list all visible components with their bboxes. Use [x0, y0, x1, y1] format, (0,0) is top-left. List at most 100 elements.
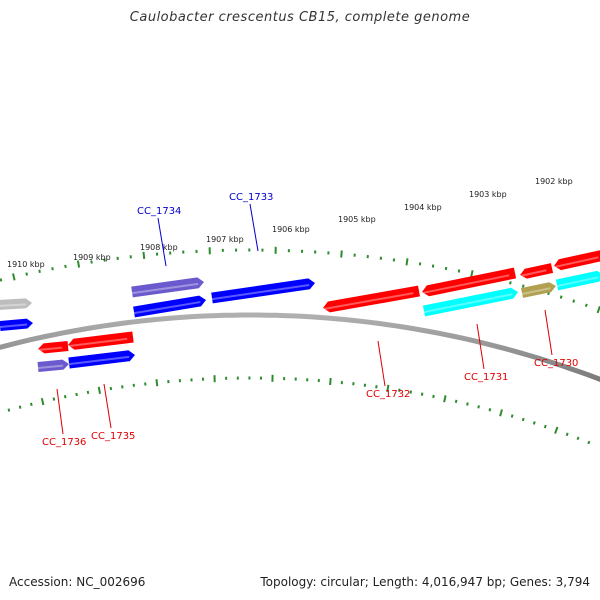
- inner-scale-tick: [532, 421, 536, 425]
- gene-highlight: [323, 292, 414, 311]
- outer-scale-tick: [444, 266, 448, 271]
- inner-scale-tick: [565, 432, 569, 437]
- outer-scale-tick: [142, 251, 146, 259]
- gene-red: [520, 263, 554, 279]
- inner-scale-tick: [30, 402, 33, 407]
- outer-scale-tick: [470, 270, 474, 278]
- gene-highlight: [68, 337, 128, 348]
- gene-label: CC_1731: [464, 372, 508, 383]
- gene-cc-1734: [131, 277, 204, 298]
- outer-scale-tick: [38, 269, 41, 273]
- backbone-line: [0, 312, 600, 382]
- gene-label: CC_1736: [42, 437, 86, 448]
- gene-highlight: [37, 346, 63, 351]
- gene-highlight: [0, 303, 27, 307]
- inner-scale-tick: [454, 399, 458, 404]
- inner-scale-tick: [18, 405, 22, 409]
- gene-highlight: [69, 355, 130, 366]
- gene-cc-1733: [211, 278, 315, 304]
- outer-scale-tick: [405, 258, 409, 266]
- inner-scale-tick: [543, 424, 547, 429]
- outer-scale-tick: [457, 269, 461, 273]
- gene-highlight: [38, 364, 64, 369]
- inner-scale-tick: [521, 417, 525, 422]
- gene-leader-line: [249, 203, 259, 252]
- outer-scale-tick: [0, 278, 3, 282]
- gene-highlight: [554, 256, 599, 269]
- gene-label: CC_1732: [366, 389, 410, 400]
- scale-label: 1903 kbp: [469, 190, 507, 199]
- outer-scale-tick: [12, 273, 16, 281]
- outer-scale-tick: [25, 272, 28, 276]
- inner-scale-tick: [7, 408, 11, 412]
- inner-scale-tick: [420, 392, 424, 396]
- outer-scale-tick: [51, 267, 54, 271]
- inner-scale-tick: [40, 397, 45, 406]
- gene-leader-line: [377, 340, 386, 387]
- scale-label: 1904 kbp: [404, 203, 442, 212]
- outer-scale-tick: [509, 281, 512, 285]
- outer-scale-tick: [392, 258, 396, 262]
- gene-highlight: [557, 276, 599, 288]
- gene-cc-1731: [422, 287, 518, 317]
- inner-scale-tick: [63, 395, 67, 399]
- genome-backbone: [0, 312, 600, 382]
- scale-label: 1910 kbp: [7, 260, 45, 269]
- inner-scale-tick: [75, 392, 78, 397]
- inner-scale-tick: [97, 386, 101, 394]
- gene-highlight: [519, 269, 547, 277]
- scale-label: 1902 kbp: [535, 177, 573, 186]
- gene-highlight: [132, 282, 199, 295]
- gene-label: CC_1730: [534, 358, 578, 369]
- scale-label: 1905 kbp: [338, 215, 376, 224]
- scale-label: 1907 kbp: [206, 235, 244, 244]
- inner-scale-tick: [510, 414, 514, 418]
- gene-cc-1735-red: [68, 331, 134, 350]
- gene-gray: [0, 298, 32, 310]
- map-title: Caulobacter crescentus CB15, complete ge…: [129, 10, 471, 25]
- inner-scale-tick: [432, 394, 435, 399]
- inner-scale-tick: [466, 402, 469, 406]
- outer-scale-tick: [559, 295, 563, 299]
- gene-blue: [133, 295, 206, 318]
- inner-scale-tick: [52, 397, 56, 401]
- inner-scale-tick: [443, 395, 447, 403]
- gene-cc-1735: [68, 350, 135, 369]
- outer-scale-tick: [584, 303, 588, 308]
- inner-scale-tick: [587, 440, 591, 445]
- gene-highlight: [212, 283, 310, 301]
- gene-highlight: [522, 287, 551, 295]
- scale-ticks: 1910 kbp 1909 kbp 1908 kbp 1907 kbp 1906 kbp…: [0, 177, 600, 445]
- outer-scale-tick: [418, 262, 422, 266]
- scale-label: 1908 kbp: [140, 243, 178, 252]
- gene-red: [38, 341, 69, 354]
- gene-red: [554, 250, 600, 271]
- inner-scale-tick: [554, 426, 559, 434]
- outer-scale-tick: [340, 250, 343, 258]
- inner-scale-tick: [499, 409, 503, 417]
- gene-red: [422, 267, 517, 297]
- gene-label: CC_1734: [137, 206, 181, 217]
- gene-leader-line: [544, 309, 553, 356]
- outer-scale-tick: [76, 260, 81, 268]
- inner-scale-tick: [109, 386, 113, 391]
- genes: [0, 250, 600, 372]
- gene-leader-line: [56, 388, 64, 435]
- outer-scale-tick: [90, 260, 93, 264]
- inner-scale-tick: [576, 436, 580, 441]
- gene-label: CC_1735: [91, 431, 135, 442]
- gene-leader-line: [103, 383, 112, 429]
- genome-summary-text: Topology: circular; Length: 4,016,947 bp…: [260, 575, 590, 589]
- gene-cc-1732: [323, 285, 420, 313]
- inner-scale-tick: [329, 377, 332, 386]
- gene-highlight: [0, 323, 28, 328]
- gene-label: CC_1733: [229, 192, 273, 203]
- gene-cc-1730: [521, 282, 556, 298]
- labels: CC_1736 CC_1735 CC_1734 CC_1733 CC_1732 CC_17…: [42, 192, 578, 448]
- gene-purple: [37, 359, 69, 372]
- inner-scale-tick: [409, 390, 412, 394]
- gene-blue: [0, 318, 33, 331]
- accession-text: Accession: NC_002696: [9, 575, 146, 589]
- inner-scale-tick: [86, 390, 90, 395]
